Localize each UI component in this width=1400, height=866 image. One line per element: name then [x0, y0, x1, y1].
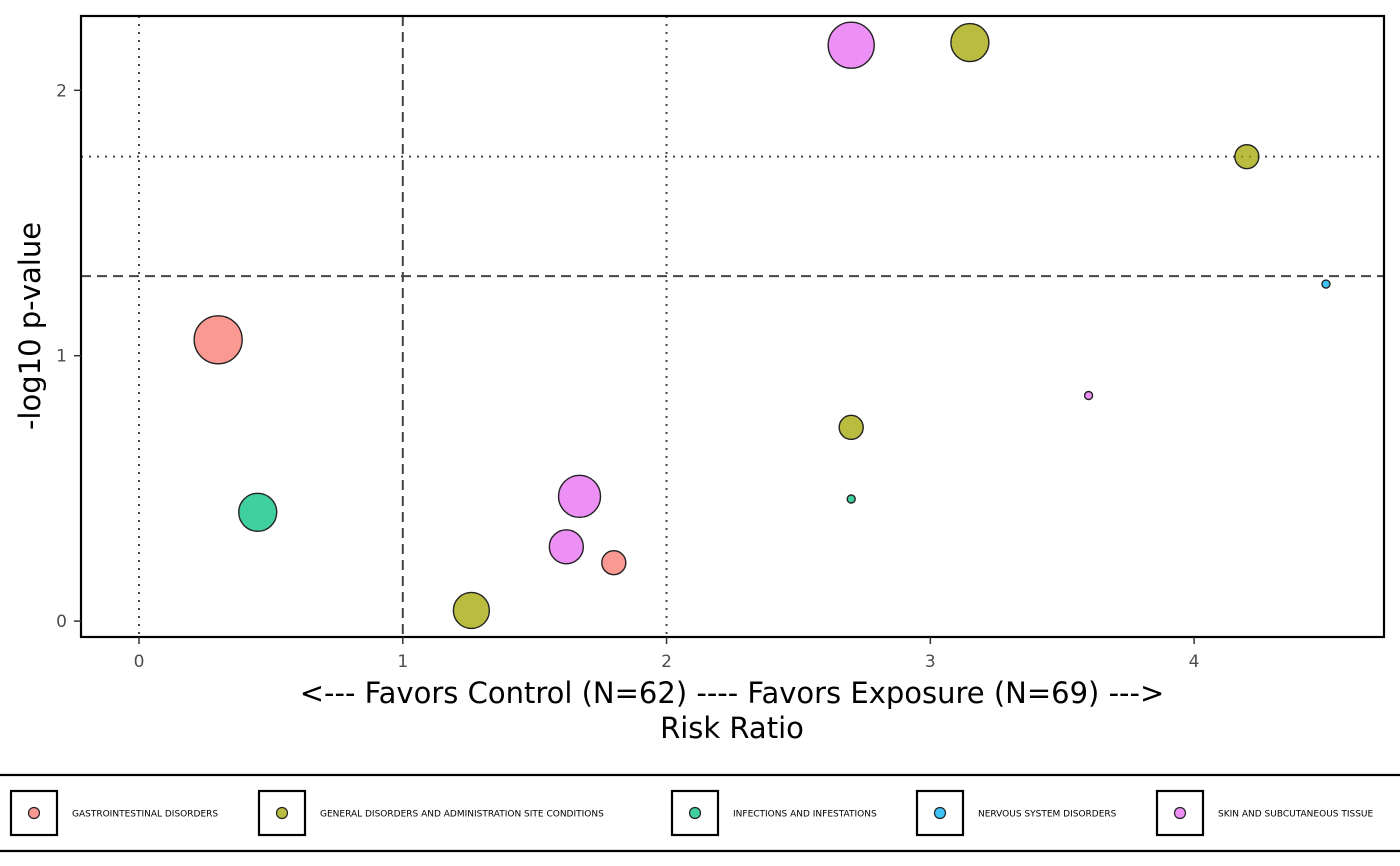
- x-axis-ticks: 0 1 2 3 4: [134, 637, 1200, 672]
- x-axis-title-line1: <--- Favors Control (N=62) ---- Favors E…: [300, 676, 1165, 710]
- legend-label: GASTROINTESTINAL DISORDERS: [72, 810, 218, 820]
- y-tick-label: 2: [56, 81, 67, 101]
- legend-items: GASTROINTESTINAL DISORDERS GENERAL DISORD…: [9, 789, 1374, 837]
- data-point: [1321, 279, 1331, 289]
- data-point: [193, 315, 243, 365]
- legend-swatch: [1173, 806, 1187, 820]
- plot-panel-border: [79, 14, 1386, 639]
- y-axis-ticks: 0 1 2: [56, 81, 81, 632]
- x-tick-label: 0: [134, 652, 145, 672]
- x-axis-title-line2: Risk Ratio: [660, 711, 804, 745]
- x-tick-label: 4: [1189, 652, 1200, 672]
- data-point: [1083, 390, 1094, 401]
- legend-label: INFECTIONS AND INFESTATIONS: [733, 810, 877, 820]
- reference-lines: [81, 16, 1384, 637]
- legend-swatch: [933, 806, 947, 820]
- data-point: [838, 414, 864, 441]
- data-point: [827, 21, 875, 69]
- y-tick-label: 0: [56, 612, 67, 632]
- data-point: [548, 529, 585, 565]
- legend-swatch: [275, 806, 289, 820]
- data-point: [238, 492, 278, 532]
- data-point: [1234, 143, 1260, 170]
- y-tick-label: 1: [56, 347, 67, 367]
- x-tick-label: 3: [925, 652, 936, 672]
- legend-label: SKIN AND SUBCUTANEOUS TISSUE: [1218, 810, 1374, 820]
- data-points: [193, 21, 1331, 630]
- data-point: [557, 474, 602, 519]
- x-tick-label: 2: [661, 652, 672, 672]
- legend-label: GENERAL DISORDERS AND ADMINISTRATION SIT…: [320, 810, 604, 820]
- data-point: [601, 549, 627, 576]
- data-point: [846, 494, 856, 504]
- data-point: [950, 22, 990, 63]
- x-tick-label: 1: [397, 652, 408, 672]
- legend: GASTROINTESTINAL DISORDERS GENERAL DISORD…: [0, 773, 1400, 853]
- legend-swatch: [27, 806, 41, 820]
- y-axis-title: -log10 p-value: [13, 222, 47, 430]
- legend-label: NERVOUS SYSTEM DISORDERS: [978, 810, 1117, 820]
- data-point: [452, 591, 491, 630]
- legend-swatch: [688, 806, 702, 820]
